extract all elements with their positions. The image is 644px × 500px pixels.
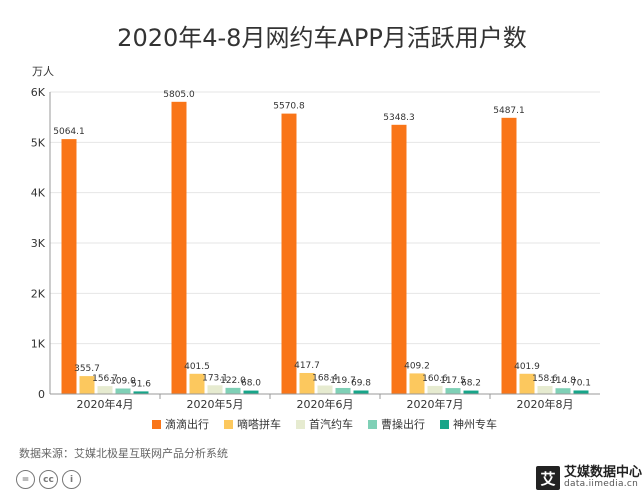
cc-person-icon: i <box>62 470 81 489</box>
bar <box>189 373 205 394</box>
source-note: 数据来源：艾媒北极星互联网产品分析系统 <box>19 447 228 460</box>
legend-swatch <box>368 420 377 429</box>
license-icons: = cc i <box>16 470 81 489</box>
logo-name: 艾媒数据中心 <box>564 465 643 480</box>
bar <box>243 390 259 394</box>
bar <box>335 387 351 394</box>
data-label: 156.7 <box>92 374 118 384</box>
data-label: 401.5 <box>184 362 210 372</box>
y-tick-label: 4K <box>31 187 46 200</box>
x-axis: 2020年4月 2020年5月 2020年6月 2020年7月 2020年8月 <box>50 393 600 411</box>
legend-label: 嘀嗒拼车 <box>237 417 281 431</box>
data-label: 401.9 <box>514 362 540 372</box>
data-label: 158.6 <box>532 374 558 384</box>
cc-equals-icon: = <box>16 470 35 489</box>
logo-url: data.iimedia.cn <box>564 479 639 490</box>
data-label: 119.7 <box>330 376 356 386</box>
bar <box>225 387 241 394</box>
bar <box>501 117 517 394</box>
bar <box>207 385 223 394</box>
logo-mark: 艾 <box>536 466 560 491</box>
data-label: 122.0 <box>220 376 246 386</box>
bar <box>463 390 479 394</box>
bar <box>97 386 113 394</box>
chart-title: 2020年4-8月网约车APP月活跃用户数 <box>117 24 527 52</box>
bar <box>281 113 297 395</box>
bar <box>133 391 149 394</box>
data-label: 5348.3 <box>383 113 415 123</box>
data-label: 117.5 <box>440 376 466 386</box>
bar <box>317 385 333 394</box>
data-label: 68.0 <box>241 379 261 389</box>
bar <box>299 372 315 394</box>
bar-chart: 0 1K 2K 3K 4K 5K 6K 万人 5064.1 355.7156.7109.051.… <box>31 65 600 431</box>
data-label: 5805.0 <box>163 90 195 100</box>
cc-icon: cc <box>39 470 58 489</box>
x-tick-label: 2020年8月 <box>517 397 574 411</box>
y-tick-label: 3K <box>31 237 46 250</box>
bar <box>573 390 589 394</box>
data-label: 417.7 <box>294 361 320 371</box>
bar <box>427 385 443 394</box>
x-tick-label: 2020年7月 <box>407 397 464 411</box>
legend: 滴滴出行 嘀嗒拼车 首汽约车 曹操出行 神州专车 <box>152 417 497 431</box>
data-label: 168.4 <box>312 374 338 384</box>
data-label: 160.6 <box>422 374 448 384</box>
legend-label: 首汽约车 <box>309 417 353 431</box>
data-label: 5064.1 <box>53 127 85 137</box>
data-label: 114.8 <box>550 376 576 386</box>
bar <box>353 390 369 394</box>
bar <box>555 388 571 394</box>
y-tick-label: 1K <box>31 338 46 351</box>
legend-swatch <box>152 420 161 429</box>
bar <box>61 139 77 394</box>
bar <box>79 376 95 394</box>
y-axis-label: 万人 <box>32 65 54 78</box>
brand-logo: 艾 艾媒数据中心 data.iimedia.cn <box>536 465 643 491</box>
data-label: 68.2 <box>461 379 481 389</box>
legend-label: 滴滴出行 <box>165 417 209 431</box>
data-label: 173.1 <box>202 373 228 383</box>
legend-swatch <box>440 420 449 429</box>
legend-swatch <box>296 420 305 429</box>
legend-swatch <box>224 420 233 429</box>
bar <box>445 388 461 394</box>
data-label: 355.7 <box>74 364 100 374</box>
y-tick-label: 2K <box>31 287 46 300</box>
x-tick-label: 2020年6月 <box>297 397 354 411</box>
legend-label: 神州专车 <box>453 417 497 431</box>
bar <box>537 386 553 394</box>
data-label: 51.6 <box>131 379 151 389</box>
bar <box>115 388 131 394</box>
legend-label: 曹操出行 <box>381 417 425 431</box>
x-tick-label: 2020年4月 <box>77 397 134 411</box>
y-tick-label: 6K <box>31 86 46 99</box>
bar <box>391 124 407 394</box>
data-label: 409.2 <box>404 361 430 371</box>
y-tick-label: 5K <box>31 136 46 149</box>
y-axis: 0 1K 2K 3K 4K 5K 6K 万人 <box>31 65 54 401</box>
x-tick-label: 2020年5月 <box>187 397 244 411</box>
grid-lines <box>50 91 600 345</box>
bar <box>409 373 425 394</box>
data-label: 109.0 <box>110 377 136 387</box>
y-tick-label: 0 <box>38 388 45 401</box>
data-label: 5487.1 <box>493 106 525 116</box>
data-label: 69.8 <box>351 378 371 388</box>
bar <box>171 101 187 394</box>
bar <box>519 373 535 394</box>
data-label: 5570.8 <box>273 102 305 112</box>
data-label: 70.1 <box>571 378 591 388</box>
